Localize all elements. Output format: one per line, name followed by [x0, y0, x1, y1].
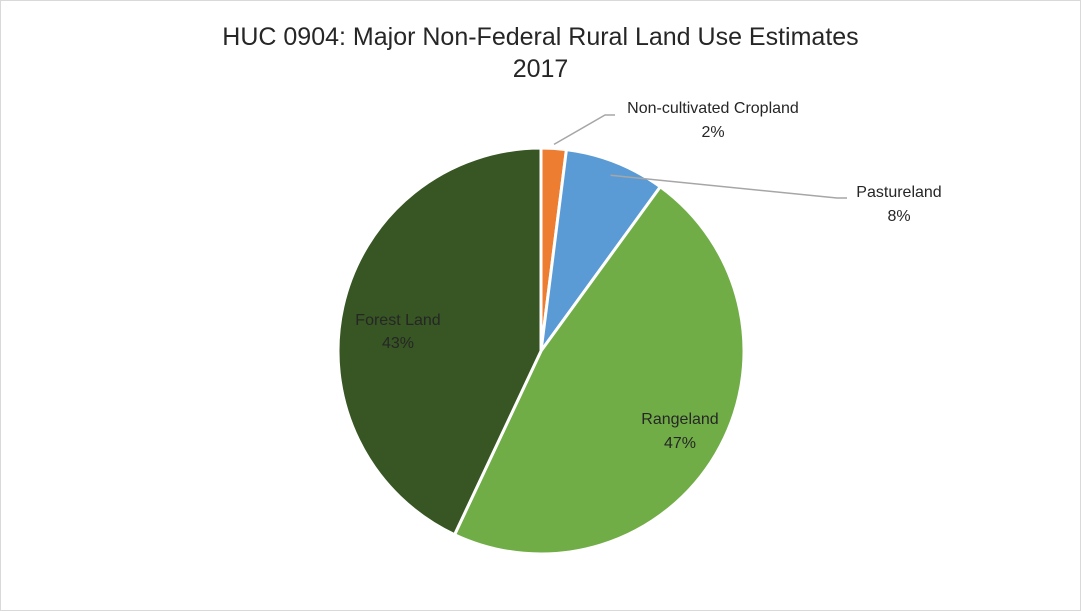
leader-line-noncultivated [553, 114, 615, 146]
data-label-pastureland-value: 8% [887, 208, 910, 225]
chart-title-main: HUC 0904: Major Non-Federal Rural Land U… [222, 23, 859, 51]
chart-title-year: 2017 [512, 55, 569, 83]
data-label-forest-name: Forest Land [355, 312, 440, 329]
chart-title: HUC 0904: Major Non-Federal Rural Land U… [1, 21, 1080, 85]
pie-slice-rangeland [453, 185, 746, 556]
pie-slice-pastureland [539, 148, 662, 353]
data-label-pastureland-name: Pastureland [856, 184, 941, 201]
data-label-noncultivated-name: Non-cultivated Cropland [627, 100, 799, 117]
data-label-forest-value: 43% [382, 335, 414, 352]
data-label-rangeland-value: 47% [664, 435, 696, 452]
data-label-noncultivated-value: 2% [701, 124, 724, 141]
data-label-rangeland-name: Rangeland [641, 411, 718, 428]
leader-line-pastureland [610, 174, 847, 199]
pie-slice-forest-land [336, 146, 543, 537]
